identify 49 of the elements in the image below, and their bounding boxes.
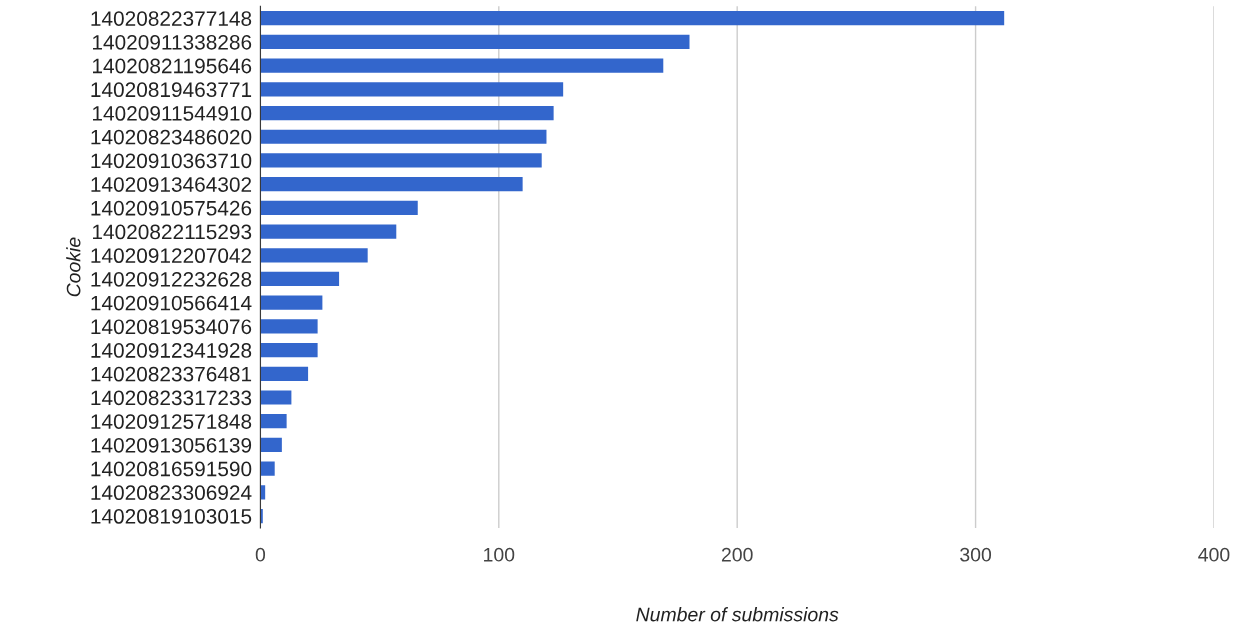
bar: [260, 105, 554, 121]
y-tick-label: 14020910363710: [91, 153, 252, 169]
y-tick-label: 14020912232628: [91, 271, 252, 287]
y-tick-label: 14020823376481: [91, 366, 252, 382]
y-tick-label: 14020912341928: [91, 343, 252, 358]
x-tick-label: 300: [960, 547, 992, 562]
bar: [260, 390, 292, 405]
bar: [260, 177, 523, 192]
bar: [260, 58, 664, 73]
bar: [260, 414, 287, 429]
y-tick-label: 14020912207042: [91, 248, 252, 264]
y-tick-label: 14020823317233: [91, 390, 252, 406]
y-tick-label: 14020819534076: [91, 319, 252, 335]
y-tick-label: 14020822115293: [93, 224, 252, 240]
bar: [260, 319, 318, 334]
y-tick-label: 14020910566414: [91, 295, 252, 311]
y-tick-label: 14020910575426: [91, 200, 252, 216]
x-axis-title: Number of submissions: [636, 607, 839, 622]
y-axis-title: Cookie: [66, 237, 81, 297]
bar: [260, 461, 275, 476]
bar: [260, 82, 564, 97]
y-tick-label: 14020912571848: [91, 414, 252, 429]
bar: [260, 224, 397, 239]
bar: [260, 271, 340, 287]
y-tick-label: 14020823306924: [91, 485, 252, 501]
bar: [260, 34, 690, 50]
y-tick-label: 14020822377148: [91, 11, 252, 26]
y-tick-label: 14020913056139: [91, 437, 252, 453]
bar: [260, 200, 418, 215]
y-tick-label: 14020816591590: [91, 461, 252, 477]
y-tick-label: 14020821195646: [93, 58, 252, 74]
bar: [260, 153, 542, 168]
y-tick-label: 14020911544910: [93, 106, 252, 121]
x-tick-label: 100: [484, 547, 515, 562]
y-tick-label: 14020819463771: [91, 82, 252, 98]
bar: [260, 129, 547, 144]
x-tick-label: 0: [255, 547, 266, 562]
x-tick-label: 400: [1198, 547, 1230, 562]
bar: [260, 295, 323, 310]
y-tick-label: 14020819103015: [91, 509, 252, 524]
y-tick-label: 14020913464302: [91, 177, 252, 192]
bar: [260, 342, 318, 358]
x-tick-label: 200: [721, 547, 753, 562]
bar: [260, 366, 309, 381]
y-tick-label: 14020911338286: [93, 34, 252, 50]
bar: [260, 11, 1005, 26]
bar: [260, 437, 282, 453]
y-tick-label: 14020823486020: [91, 129, 252, 145]
bar: [260, 248, 368, 263]
